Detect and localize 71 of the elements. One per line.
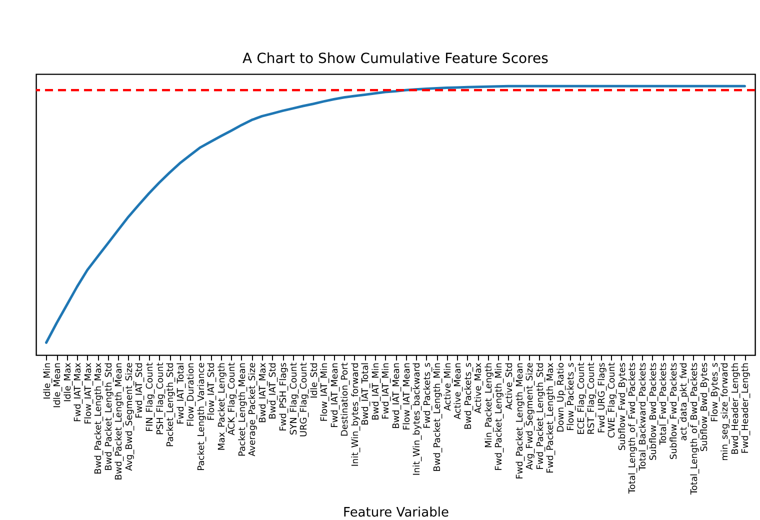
x-tick-label: Bwd_Header_Length — [730, 362, 741, 455]
x-tick-label: Bwd_Packet_Length_Min — [433, 362, 444, 472]
x-tick-label: Flow_Packets_s — [566, 362, 577, 431]
x-tick-label: Destination_Port — [340, 362, 351, 436]
x-tick-label: Max_Packet_Length — [217, 362, 228, 451]
x-tick-label: Total_Fwd_Packets — [659, 362, 670, 446]
x-tick-label: Fwd_IAT_Min — [382, 362, 392, 420]
x-tick-label: Avg_Fwd_Segment_Size — [526, 362, 536, 470]
x-tick-label: Bwd_Packet_Length_Max — [94, 362, 104, 474]
x-tick-label: Fwd_Header_Length — [741, 362, 752, 454]
x-tick-label: Packet_Length_Std — [166, 362, 176, 447]
x-tick-label: Flow_IAT_Max — [84, 362, 94, 424]
x-tick-label: ACK_Flag_Count — [228, 362, 238, 436]
x-tick-label: Bwd_Packet_Length_Mean — [114, 362, 125, 480]
x-tick-label: Flow_IAT_Std — [207, 362, 218, 421]
x-tick-label: Fwd_Packet_Length_Max — [546, 362, 556, 474]
x-tick-label: Fwd_Packets_s — [422, 362, 433, 429]
chart-title: A Chart to Show Cumulative Feature Scores — [242, 51, 548, 67]
x-tick-label: Fwd_IAT_Std — [135, 362, 146, 418]
x-tick-label: Bwd_IAT_Max — [258, 362, 268, 423]
x-tick-label: PSH_Flag_Count — [156, 362, 166, 436]
x-tick-label: RST_Flag_Count — [587, 362, 598, 435]
x-tick-label: Fwd_Packet_Length_Mean — [515, 362, 526, 480]
x-tick-label: Init_Win_bytes_backward — [412, 362, 423, 476]
x-tick-label: Packet_Length_Mean — [238, 362, 248, 457]
x-tick-label: Idle_Max — [63, 362, 74, 402]
x-tick-label: min_seg_size_forward — [720, 362, 731, 461]
x-tick-label: FIN_Flag_Count — [145, 362, 156, 432]
x-tick-label: Subflow_Bwd_Packets — [648, 362, 659, 461]
x-tick-label: Subflow_Bwd_Bytes — [700, 362, 710, 452]
x-tick-label: Active_Mean — [454, 362, 464, 420]
x-tick-label: Fwd_IAT_Max — [74, 362, 84, 422]
x-tick-label: SYN_Flag_Count — [289, 362, 300, 436]
x-tick-label: Total_Length_of_Bwd_Packets — [690, 362, 700, 496]
x-tick-label: Fwd_PSH_Flags — [279, 362, 290, 432]
x-tick-label: Subflow_Fwd_Packets — [669, 362, 680, 460]
x-tick-label: Total_Length_of_Fwd_Packets — [628, 362, 638, 495]
x-tick-label: Idle_Min — [42, 362, 53, 400]
x-tick-label: Active_Std — [504, 362, 515, 410]
x-tick-label: Bwd_IAT_Total — [361, 362, 372, 426]
x-tick-label: Flow_IAT_Mean — [402, 362, 412, 430]
x-tick-label: Bwd_Packets_s — [464, 362, 474, 430]
x-tick-label: Packet_Length_Variance — [196, 362, 207, 471]
x-tick-label: URG_Flag_Count — [300, 362, 310, 437]
x-tick-label: Total_Backward_Packets — [638, 362, 649, 472]
x-tick-label: Fwd_IAT_Mean — [330, 362, 340, 428]
x-axis-title: Feature Variable — [343, 506, 449, 520]
x-tick-label: Bwd_IAT_Std — [268, 362, 279, 420]
x-tick-label: Fwd_URG_Flags — [597, 362, 608, 434]
x-tick-label: Subflow_Fwd_Bytes — [618, 362, 628, 451]
x-tick-label: act_data_pkt_fwd — [680, 362, 690, 441]
x-tick-label: Bwd_Packet_Length_Std — [104, 362, 114, 471]
x-tick-label: Down_Up_Ratio — [556, 362, 566, 432]
x-tick-label: Active_Min — [443, 362, 454, 411]
x-tick-label: Avg_Bwd_Segment_Size — [124, 362, 135, 471]
x-tick-label: Fwd_Packet_Length_Min — [494, 362, 505, 471]
x-tick-label: CWE_Flag_Count — [608, 362, 618, 438]
x-tick-label: ECE_Flag_Count — [576, 362, 587, 435]
x-tick-label: Idle_Std — [310, 362, 320, 398]
x-tick-label: Flow_Bytes_s — [710, 362, 720, 422]
x-tick-label: Active_Max — [474, 362, 484, 414]
x-tick-label: Average_Packet_Size — [248, 362, 258, 456]
x-tick-label: Idle_Mean — [53, 362, 64, 408]
x-tick-label: Bwd_IAT_Min — [371, 362, 382, 420]
x-tick-label: Flow_IAT_Min — [320, 362, 330, 422]
x-tick-label: Fwd_IAT_Total — [176, 362, 186, 424]
x-tick-label: Flow_Duration — [186, 362, 197, 427]
x-tick-label: Init_Win_bytes_forward — [350, 362, 361, 467]
x-tick-label: Min_Packet_Length — [484, 362, 494, 448]
x-tick-label: Fwd_Packet_Length_Std — [536, 362, 546, 470]
x-tick-label: Bwd_IAT_Mean — [392, 362, 402, 429]
